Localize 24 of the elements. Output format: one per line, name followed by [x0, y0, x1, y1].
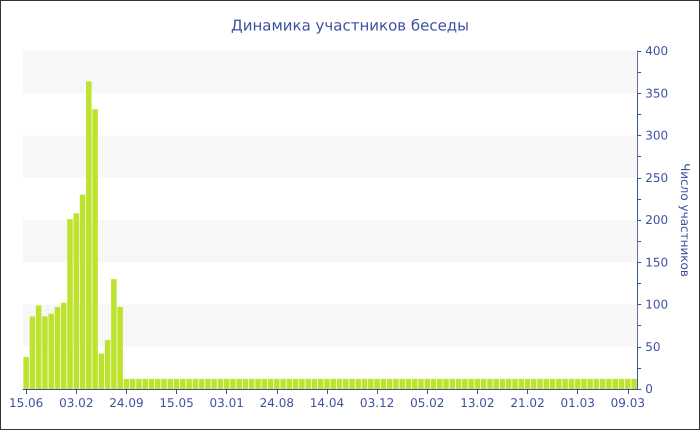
x-tick-label: 15.05 — [159, 396, 194, 410]
y-tick-label: 50 — [645, 340, 660, 354]
x-tick-label: 03.12 — [360, 396, 394, 410]
x-tick-label: 05.02 — [410, 396, 444, 410]
x-tick-label: 24.08 — [260, 396, 294, 410]
chart-title: Динамика участников беседы — [230, 16, 470, 34]
x-tick-label: 03.02 — [59, 396, 94, 410]
y-axis-title: Число участников — [678, 163, 692, 277]
y-tick-label: 300 — [645, 128, 668, 142]
y-tick-label: 150 — [645, 255, 668, 270]
y-tick-label: 400 — [645, 44, 668, 58]
x-tick-label: 01.03 — [560, 396, 595, 410]
y-tick-label: 0 — [645, 382, 653, 396]
y-tick-label: 350 — [645, 86, 668, 100]
y-tick-label: 250 — [645, 170, 668, 185]
x-tick-label: 14.04 — [310, 396, 344, 410]
x-tick-label: 15.06 — [8, 396, 44, 410]
y-tick-label: 100 — [645, 298, 668, 312]
x-tick-label: 13.02 — [460, 396, 495, 410]
x-tick-label: 21.02 — [510, 396, 545, 410]
y-tick-label: 200 — [645, 213, 668, 227]
x-tick-label: 03.01 — [210, 396, 244, 410]
x-tick-label: 09.03 — [610, 396, 645, 410]
x-tick-label: 24.09 — [109, 396, 144, 410]
